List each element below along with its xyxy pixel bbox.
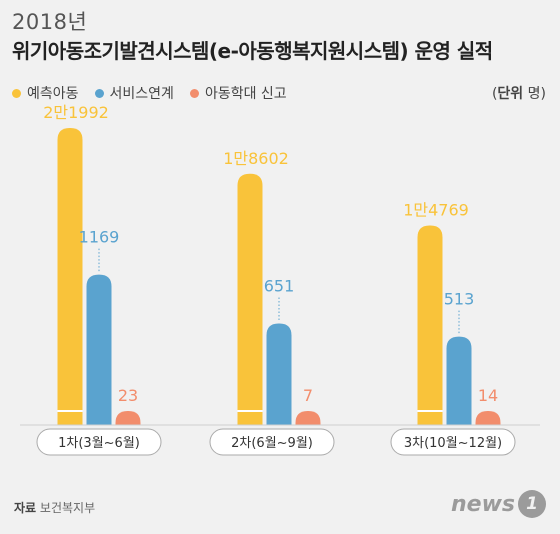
bar-report-1 bbox=[115, 411, 141, 425]
logo-badge: 1 bbox=[518, 490, 546, 518]
news1-logo: news 1 bbox=[451, 490, 546, 518]
value-label-report-3: 14 bbox=[478, 386, 498, 405]
value-label-predicted-1: 2만1992 bbox=[43, 103, 109, 122]
bar-report-3 bbox=[475, 411, 501, 425]
source-label: 자료 bbox=[14, 501, 37, 515]
category-label-1: 1차(3월~6월) bbox=[58, 436, 140, 451]
legend-dot-report bbox=[189, 88, 199, 98]
bar-service-2 bbox=[266, 323, 292, 425]
category-label-2: 2차(6월~9월) bbox=[231, 436, 313, 451]
unit-label: 단위 bbox=[497, 86, 524, 102]
legend-label-predicted: 예측아동 bbox=[27, 86, 79, 102]
unit-note: (단위 명) bbox=[491, 86, 546, 102]
bar-report-2 bbox=[295, 411, 321, 425]
value-label-report-2: 7 bbox=[303, 386, 313, 405]
legend-item-service: 서비스연계 bbox=[94, 83, 174, 103]
bar-service-1 bbox=[86, 274, 112, 425]
value-label-service-1: 1169 bbox=[79, 228, 120, 247]
value-label-service-2: 651 bbox=[264, 277, 295, 296]
legend-label-report: 아동학대 신고 bbox=[204, 86, 287, 102]
legend-label-service: 서비스연계 bbox=[109, 86, 174, 102]
legend-dot-service bbox=[94, 88, 104, 98]
legend: 예측아동 서비스연계 아동학대 신고 bbox=[12, 83, 287, 103]
chart-subtitle: 위기아동조기발견시스템(e-아동행복지원시스템) 운영 실적 bbox=[12, 39, 493, 63]
bar-predicted-2 bbox=[237, 173, 263, 425]
chart-year-title: 2018년 bbox=[12, 10, 88, 34]
source-note: 자료 보건복지부 bbox=[14, 499, 95, 516]
bar-service-3 bbox=[446, 336, 472, 425]
bar-predicted-1 bbox=[57, 128, 83, 425]
source-text: 보건복지부 bbox=[39, 501, 96, 515]
category-pill-3 bbox=[390, 428, 516, 456]
category-pill-2 bbox=[209, 428, 335, 456]
legend-item-report: 아동학대 신고 bbox=[189, 83, 287, 103]
legend-dot-predicted bbox=[12, 88, 21, 98]
value-label-predicted-3: 1만4769 bbox=[403, 201, 469, 220]
bar-predicted-3 bbox=[417, 225, 443, 425]
value-label-report-1: 23 bbox=[118, 386, 138, 405]
logo-text: news bbox=[450, 491, 515, 517]
unit-value: 명 bbox=[527, 86, 541, 102]
value-label-service-3: 513 bbox=[444, 290, 475, 309]
legend-item-predicted: 예측아동 bbox=[12, 83, 79, 103]
category-label-3: 3차(10월~12월) bbox=[404, 436, 502, 451]
value-label-predicted-2: 1만8602 bbox=[223, 149, 289, 168]
category-pill-1 bbox=[36, 428, 162, 456]
